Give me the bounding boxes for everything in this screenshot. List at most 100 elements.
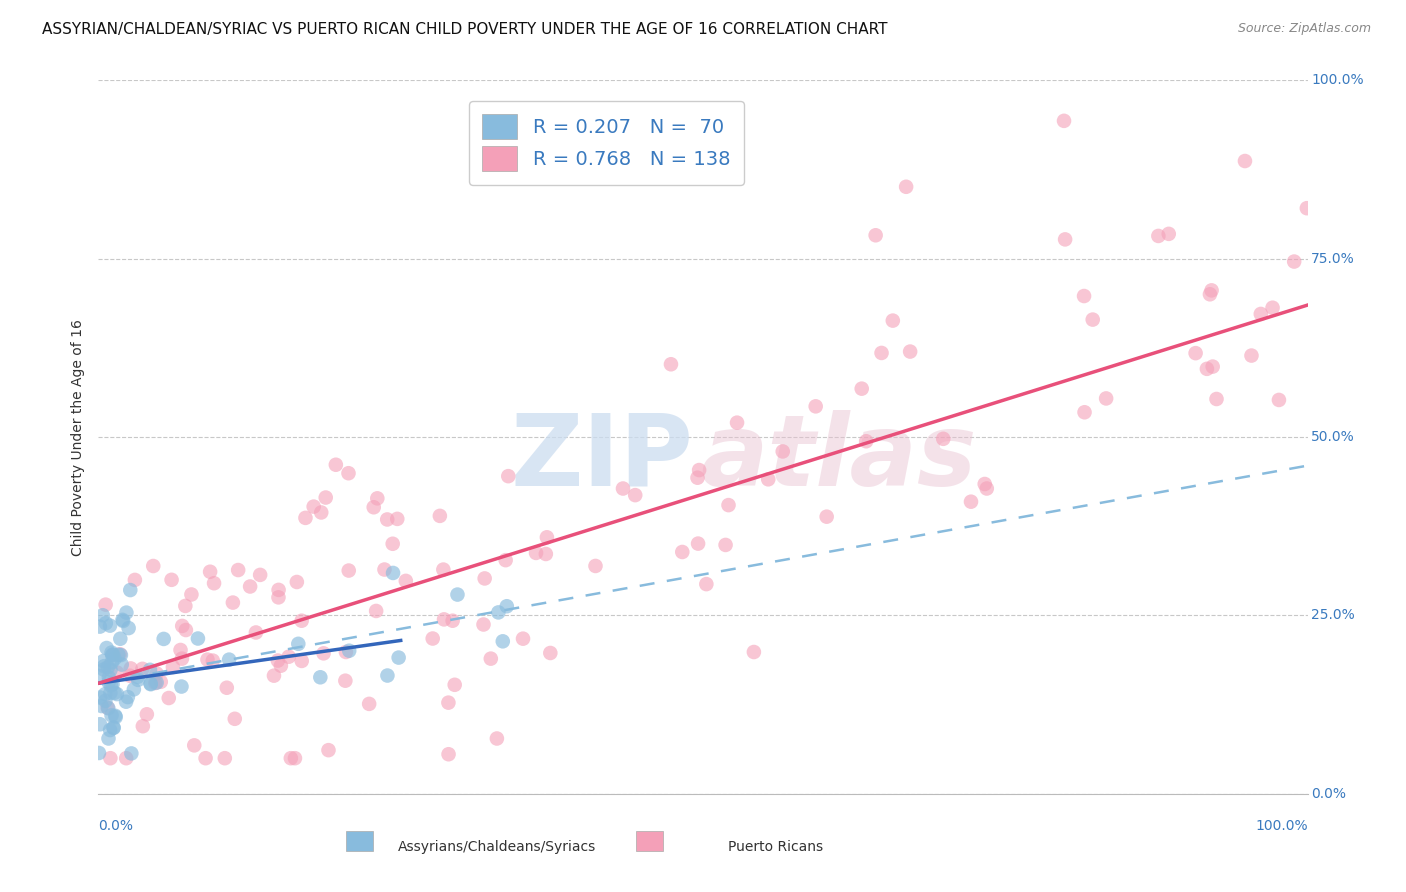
Point xyxy=(474,571,496,585)
Point xyxy=(686,471,709,485)
Point xyxy=(111,657,134,672)
Point xyxy=(960,494,983,508)
Point xyxy=(337,644,360,658)
Point xyxy=(245,625,267,640)
Point xyxy=(536,530,558,544)
Point xyxy=(804,400,827,414)
Point xyxy=(174,623,197,637)
Point xyxy=(512,632,534,646)
Point xyxy=(101,648,124,662)
Point xyxy=(1201,284,1223,298)
Point xyxy=(142,559,165,574)
Point xyxy=(94,687,117,701)
Point xyxy=(120,669,142,683)
Point xyxy=(377,668,399,682)
Point xyxy=(1053,113,1076,128)
Point xyxy=(222,596,245,610)
Point xyxy=(624,488,647,502)
Point xyxy=(201,654,224,668)
Point xyxy=(101,677,124,691)
Point xyxy=(139,676,162,690)
Point xyxy=(145,675,167,690)
Point xyxy=(131,662,153,676)
Point xyxy=(226,563,249,577)
Point xyxy=(267,591,290,605)
Point xyxy=(100,751,122,765)
Point xyxy=(1295,201,1317,215)
Point xyxy=(973,477,995,491)
Point xyxy=(98,686,121,700)
Point xyxy=(97,671,120,685)
Point xyxy=(443,678,465,692)
Point xyxy=(429,508,451,523)
Point xyxy=(135,707,157,722)
Point xyxy=(214,751,236,765)
Point xyxy=(612,482,634,496)
Point xyxy=(1268,392,1291,407)
Point xyxy=(742,645,765,659)
Point xyxy=(105,665,128,680)
Point xyxy=(104,710,127,724)
Point xyxy=(122,682,145,697)
Point xyxy=(100,708,122,723)
Text: 75.0%: 75.0% xyxy=(1312,252,1355,266)
Point xyxy=(139,663,162,677)
Point xyxy=(337,564,360,578)
Point xyxy=(335,645,357,659)
Point xyxy=(1199,287,1222,301)
Point xyxy=(93,654,115,668)
Point xyxy=(94,616,117,631)
Point xyxy=(101,655,124,669)
Point xyxy=(325,458,347,472)
Point xyxy=(756,472,779,486)
Point xyxy=(117,690,139,704)
Point xyxy=(373,562,395,576)
Point xyxy=(117,621,139,635)
Text: 0.0%: 0.0% xyxy=(98,819,134,833)
Point xyxy=(312,646,335,660)
Point xyxy=(865,228,887,243)
Point xyxy=(284,751,307,765)
Point xyxy=(1073,289,1095,303)
Point xyxy=(100,646,122,660)
Point xyxy=(375,512,398,526)
Point xyxy=(96,640,118,655)
Point xyxy=(294,511,316,525)
Point xyxy=(277,649,299,664)
Point xyxy=(291,614,314,628)
Point xyxy=(1095,392,1118,406)
Point xyxy=(224,712,246,726)
Point xyxy=(157,691,180,706)
Point xyxy=(101,648,124,662)
Point xyxy=(1195,361,1218,376)
Point xyxy=(89,619,111,633)
Point xyxy=(437,747,460,762)
Point xyxy=(433,612,456,626)
Text: ZIP: ZIP xyxy=(510,410,693,507)
Point xyxy=(139,677,162,691)
Point xyxy=(194,751,217,765)
Point xyxy=(1081,312,1104,326)
Text: 100.0%: 100.0% xyxy=(1256,819,1308,833)
Point xyxy=(366,491,388,506)
Point xyxy=(98,723,121,737)
Point xyxy=(103,721,125,735)
Point xyxy=(112,614,135,628)
Point xyxy=(100,663,122,677)
Point xyxy=(485,731,508,746)
Point xyxy=(120,583,142,598)
Point xyxy=(249,567,271,582)
Point xyxy=(97,731,120,746)
Point xyxy=(127,670,149,684)
Point xyxy=(280,751,302,765)
Point xyxy=(263,668,285,682)
Point xyxy=(870,346,893,360)
Point xyxy=(285,574,308,589)
Point xyxy=(851,382,873,396)
Point xyxy=(659,357,682,371)
Point xyxy=(110,632,132,646)
Point xyxy=(1184,346,1206,360)
Point xyxy=(115,606,138,620)
Point xyxy=(1240,349,1263,363)
Point xyxy=(108,647,131,661)
